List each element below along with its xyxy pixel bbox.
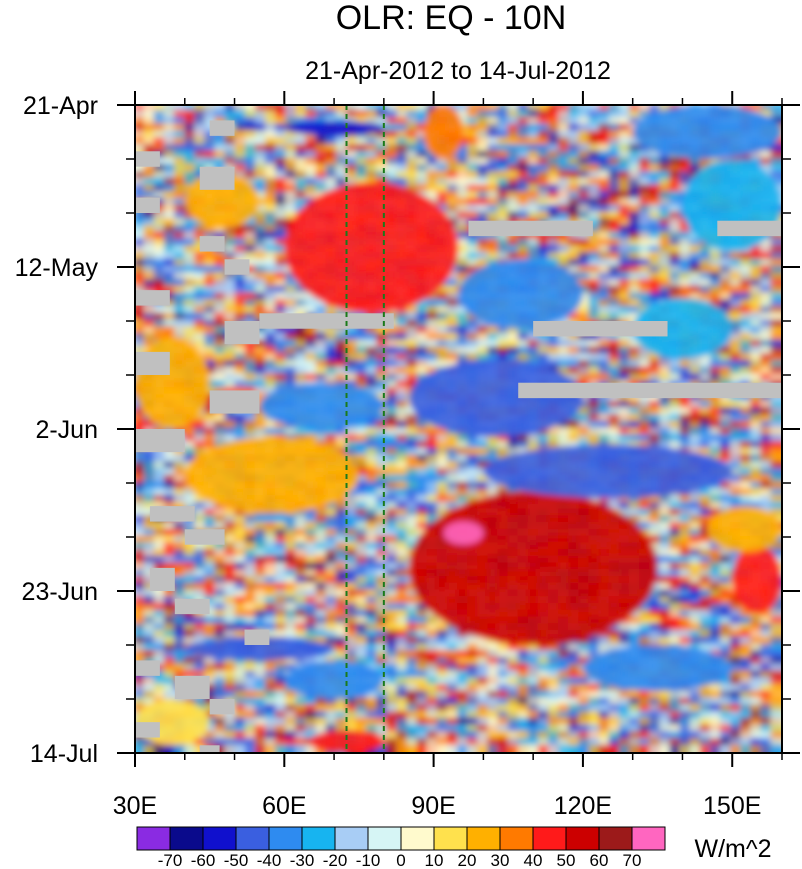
plot-area [135, 105, 782, 753]
chart-subtitle: 21-Apr-2012 to 14-Jul-2012 [305, 57, 611, 85]
chart-title: OLR: EQ - 10N [336, 0, 567, 37]
heatmap-field [135, 105, 782, 753]
